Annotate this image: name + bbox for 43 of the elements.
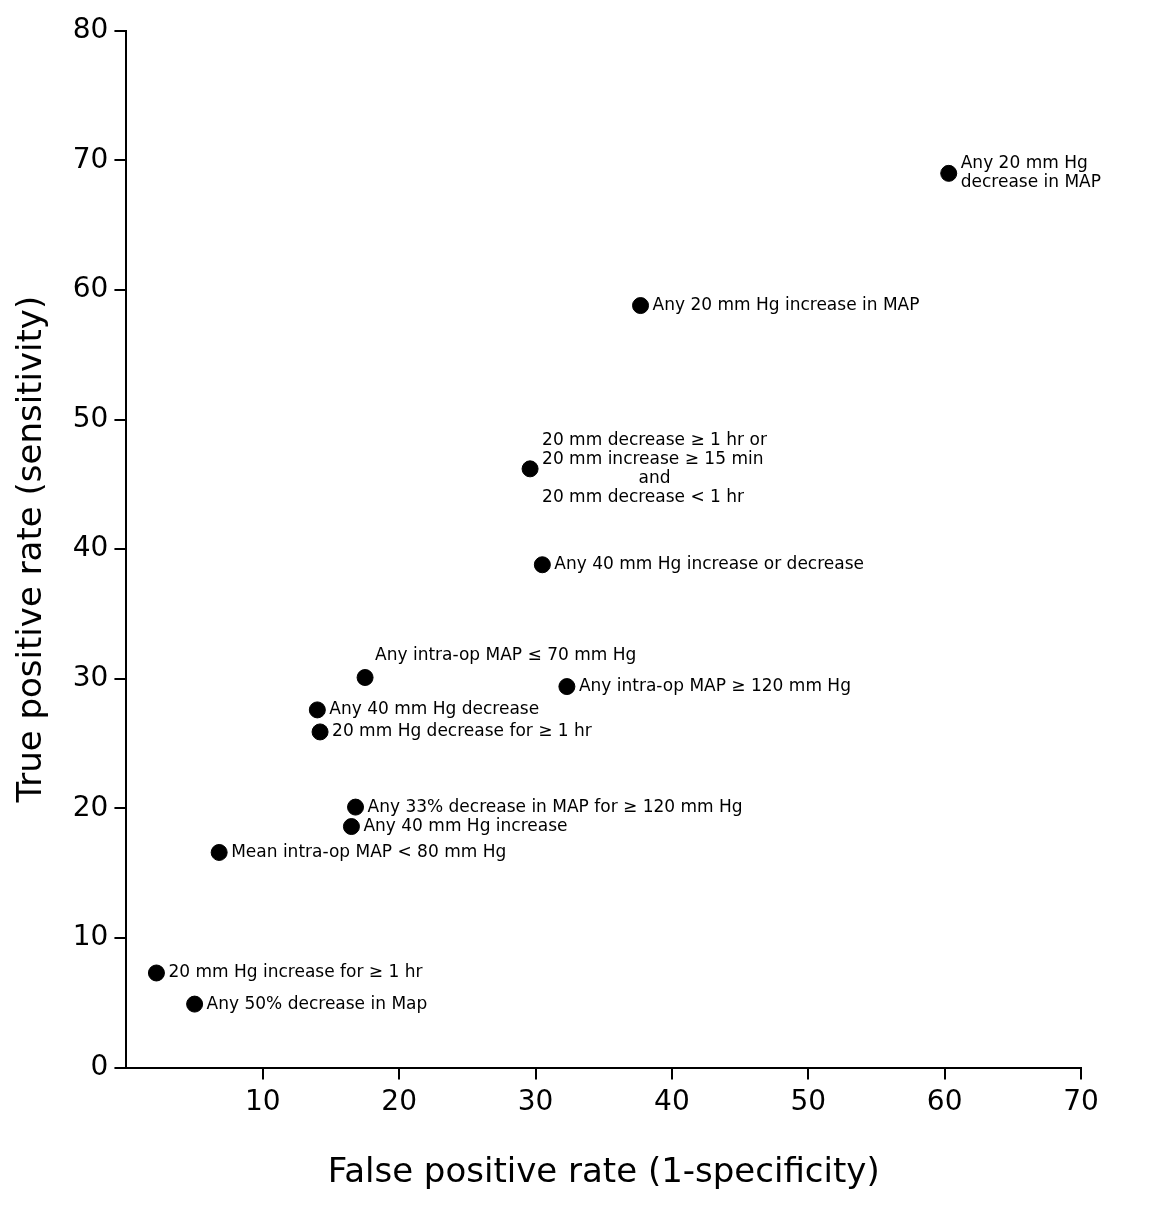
annotation: 20 mm Hg decrease for ≥ 1 hr <box>332 720 592 741</box>
y-tick-label: 80 <box>72 12 109 46</box>
y-axis-title: True positive rate (sensitivity) <box>9 295 50 804</box>
annotation: Mean intra-op MAP < 80 mm Hg <box>231 840 507 861</box>
annotation: Any 40 mm Hg increase or decrease <box>554 553 865 574</box>
x-axis-title: False positive rate (1-specificity) <box>327 1150 880 1191</box>
annotation: Any intra-op MAP ≤ 70 mm Hg <box>375 644 637 665</box>
point <box>632 297 650 315</box>
annotation: 20 mm Hg increase for ≥ 1 hr <box>168 961 423 982</box>
x-tick-label: 40 <box>654 1083 690 1117</box>
annotation: Any 33% decrease in MAP for ≥ 120 mm Hg <box>367 795 743 816</box>
point <box>533 556 551 574</box>
point <box>308 701 326 719</box>
y-tick-label: 50 <box>72 400 109 434</box>
x-tick-label: 60 <box>926 1083 963 1117</box>
point <box>347 798 365 816</box>
point <box>186 995 204 1013</box>
annotation: 20 mm decrease ≥ 1 hr or 20 mm increase ≥ 15 min and 20 mm decrease < 1 hr <box>542 428 767 506</box>
annotation: Any 20 mm Hg decrease in MAP <box>960 152 1101 192</box>
annotation: Any 40 mm Hg decrease <box>329 698 540 719</box>
annotation: Any intra-op MAP ≥ 120 mm Hg <box>578 675 851 695</box>
annotation: Any 20 mm Hg increase in MAP <box>652 293 920 314</box>
point <box>342 818 360 836</box>
point <box>940 164 958 182</box>
annotation: Any 50% decrease in Map <box>206 992 428 1013</box>
x-tick-label: 50 <box>790 1083 827 1117</box>
y-tick-label: 40 <box>72 530 109 564</box>
point <box>147 964 165 982</box>
point <box>558 678 576 696</box>
y-tick-label: 0 <box>90 1048 109 1082</box>
x-tick-label: 30 <box>517 1083 554 1117</box>
x-tick-label: 10 <box>244 1083 281 1117</box>
y-tick-label: 30 <box>72 660 109 694</box>
y-tick-label: 60 <box>72 271 109 305</box>
point <box>356 669 374 686</box>
point <box>311 723 329 741</box>
point <box>521 460 539 478</box>
y-tick-label: 10 <box>72 919 109 953</box>
x-tick-label: 70 <box>1063 1083 1099 1117</box>
x-tick-label: 20 <box>381 1083 417 1117</box>
y-tick-label: 70 <box>72 141 109 175</box>
point <box>210 843 228 861</box>
y-tick-label: 20 <box>72 789 109 823</box>
